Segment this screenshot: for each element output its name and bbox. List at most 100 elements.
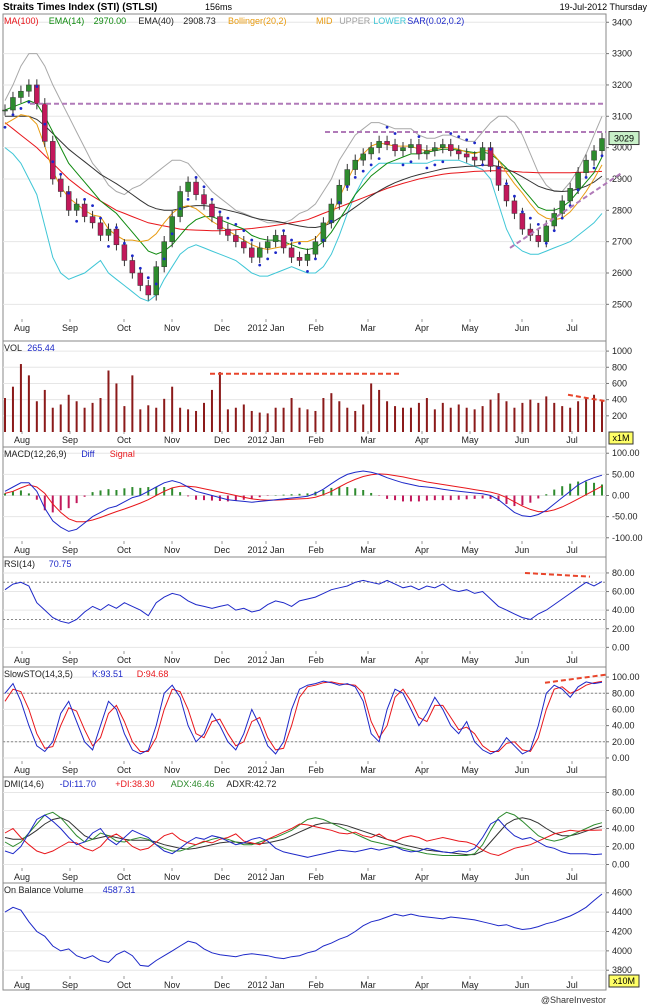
sar-dot xyxy=(560,216,564,220)
sar-dot xyxy=(226,216,230,220)
sar-dot xyxy=(505,182,508,186)
sar-dot xyxy=(258,263,262,267)
annotation-line xyxy=(544,673,607,684)
unit-label: x10M xyxy=(613,976,635,986)
y-tick-label: 80.00 xyxy=(612,568,635,578)
candle xyxy=(10,97,16,111)
slowsto-k-line xyxy=(4,680,603,755)
x-tick-label: 2012 Jan xyxy=(247,545,284,555)
obv-frame xyxy=(2,882,607,991)
y-tick-label: 2600 xyxy=(612,268,632,278)
x-tick-label: Sep xyxy=(62,765,78,775)
macd-histogram-bar xyxy=(203,495,205,501)
legend-entry: DMI(14,6) xyxy=(4,779,44,789)
volume-bar xyxy=(266,413,269,432)
macd-histogram-bar xyxy=(465,495,468,500)
volume-bar xyxy=(593,394,596,432)
volume-bar xyxy=(59,404,62,432)
ema40-line xyxy=(5,115,603,229)
y-tick-label: 0.00 xyxy=(612,642,630,652)
sar-dot xyxy=(170,232,174,236)
y-tick-label: 100.00 xyxy=(612,672,640,682)
volume-bar xyxy=(234,407,237,432)
volume-bar xyxy=(179,407,182,432)
volume-bar xyxy=(155,407,158,432)
candle xyxy=(471,156,478,161)
macd-histogram-bar xyxy=(226,495,229,502)
macd-histogram-bar xyxy=(195,495,198,500)
x-tick-label: Dec xyxy=(214,980,231,990)
candle xyxy=(129,260,136,274)
x-tick-label: Feb xyxy=(308,323,324,333)
price-frame xyxy=(2,13,607,342)
volume-bar xyxy=(250,410,253,432)
sar-dot xyxy=(425,166,429,170)
macd-histogram-bar xyxy=(402,495,404,502)
x-tick-label: Jun xyxy=(515,872,530,882)
sar-dot xyxy=(138,266,142,270)
macd-histogram-bar xyxy=(258,495,261,498)
y-tick-label: 20.00 xyxy=(612,842,635,852)
candle xyxy=(241,241,247,249)
macd-histogram-bar xyxy=(11,491,14,496)
sar-dot xyxy=(59,172,63,176)
x-tick-label: Oct xyxy=(117,435,132,445)
x-tick-label: Dec xyxy=(214,872,231,882)
candle xyxy=(352,159,358,170)
volume-bar xyxy=(529,399,532,432)
candle xyxy=(535,235,542,242)
candle xyxy=(575,172,581,189)
candle xyxy=(336,184,343,205)
volume-bar xyxy=(425,398,428,432)
x-tick-label: Jul xyxy=(566,872,578,882)
candle xyxy=(479,147,486,161)
macd-histogram-bar xyxy=(43,495,46,511)
x-tick-label: May xyxy=(461,980,479,990)
sar-dot xyxy=(250,238,254,242)
candle xyxy=(217,216,223,230)
legend-entry: SAR(0.02,0.2) xyxy=(407,16,464,26)
sar-dot xyxy=(146,276,150,280)
x-tick-label: Sep xyxy=(62,980,78,990)
x-tick-label: Oct xyxy=(117,980,132,990)
candle xyxy=(312,241,319,255)
volume-bar xyxy=(386,401,389,432)
x-tick-label: 2012 Jan xyxy=(247,655,284,665)
candle xyxy=(73,203,80,211)
candle xyxy=(583,159,589,173)
macd-histogram-bar xyxy=(338,487,341,496)
volume-bar xyxy=(306,409,309,432)
sar-dot xyxy=(186,197,190,201)
volume-bar xyxy=(4,398,6,432)
macd-histogram-bar xyxy=(561,486,564,496)
candle xyxy=(153,266,159,296)
candle xyxy=(233,235,239,242)
y-tick-label: 3300 xyxy=(612,49,632,59)
macd-histogram-bar xyxy=(433,495,436,501)
macd-histogram-bar xyxy=(593,482,596,496)
candle xyxy=(137,272,144,286)
x-tick-label: Jul xyxy=(566,545,578,555)
legend-entry: VOL xyxy=(4,343,22,353)
x-tick-label: Oct xyxy=(117,323,132,333)
macd-histogram-bar xyxy=(59,495,62,511)
volume-bar xyxy=(497,393,500,432)
macd-histogram-bar xyxy=(386,495,389,499)
candle xyxy=(328,203,335,224)
x-tick-label: Mar xyxy=(360,323,376,333)
legend-entry: 2970.00 xyxy=(94,16,127,26)
x-tick-label: Feb xyxy=(308,545,324,555)
candle xyxy=(368,147,374,155)
sar-dot xyxy=(115,226,118,229)
slowsto-frame xyxy=(2,666,607,778)
candle xyxy=(400,147,406,152)
y-tick-label: 60.00 xyxy=(612,806,635,816)
macd-histogram-bar xyxy=(67,495,70,509)
x-tick-label: Jul xyxy=(566,435,578,445)
sar-dot xyxy=(409,160,413,164)
macd-histogram-bar xyxy=(481,495,484,499)
legend-entry: ADX:46.46 xyxy=(171,779,215,789)
x-tick-label: Oct xyxy=(117,655,132,665)
x-tick-label: Sep xyxy=(62,323,78,333)
x-tick-label: Nov xyxy=(164,872,181,882)
